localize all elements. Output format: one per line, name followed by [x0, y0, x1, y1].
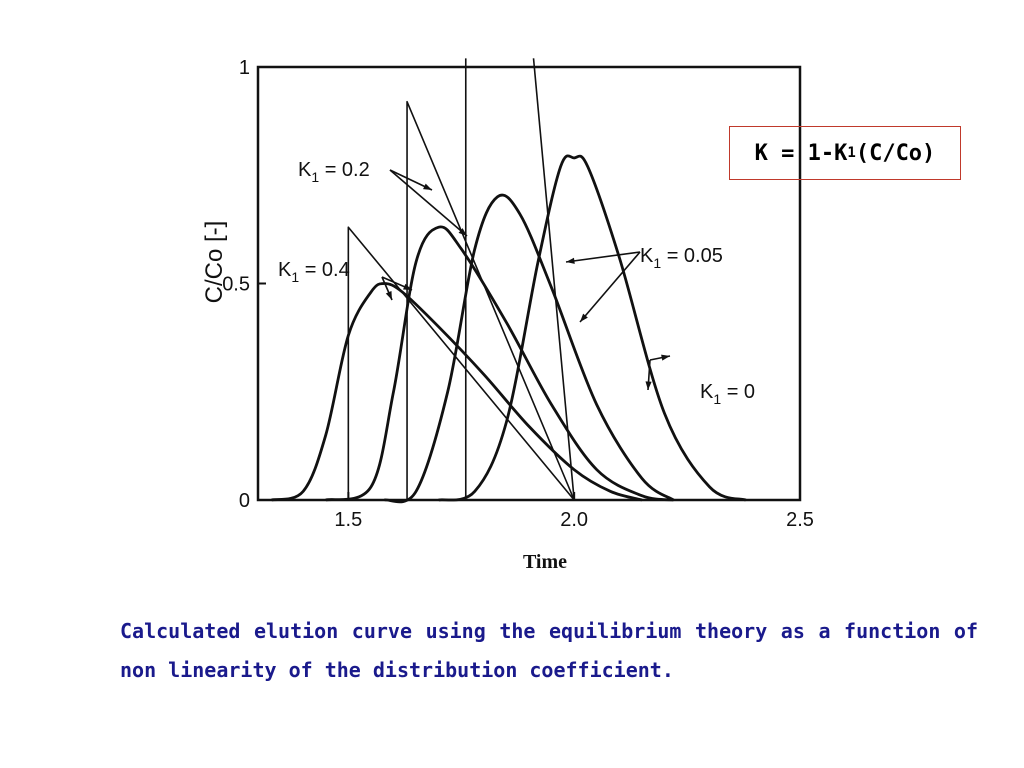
- leader-arrowhead: [403, 283, 412, 290]
- series-line-k1-0-4-equilibrium: [347, 226, 575, 501]
- formula-subscript: 1: [847, 145, 856, 161]
- x-tick-label: 2.5: [786, 509, 814, 531]
- formula-prefix: K = 1-K: [754, 140, 848, 166]
- series-line-k1-0-2-equilibrium: [406, 100, 575, 501]
- tick-labels: 1.5 2.0 2.5 0 0.5 1: [222, 57, 814, 531]
- series-labels: K1 = 0.4 K1 = 0.2 K1 = 0.05 K1 = 0: [278, 159, 755, 407]
- formula-box: K = 1-K 1 (C/Co): [729, 126, 961, 180]
- leader-arrowhead: [566, 257, 575, 264]
- series-label-k1-0-05: K1 = 0.05: [640, 245, 723, 271]
- series-line-k1-0-4-calculated: [271, 282, 643, 502]
- leader-arrowhead: [580, 313, 588, 322]
- y-tick-label: 0.5: [222, 274, 250, 296]
- series-label-k1-0: K1 = 0: [700, 381, 755, 407]
- y-tick-label: 1: [239, 57, 250, 79]
- series-line-k1-0-equilibrium: [532, 58, 575, 501]
- series-label-k1-0-4: K1 = 0.4: [278, 259, 350, 285]
- formula-suffix: (C/Co): [855, 140, 936, 166]
- series-label-k1-0-2: K1 = 0.2: [298, 159, 370, 185]
- leader-arrowhead: [645, 381, 652, 390]
- y-axis-label: C/Co [-]: [201, 221, 228, 304]
- x-axis-label: Time: [523, 551, 567, 573]
- y-tick-label: 0: [239, 490, 250, 512]
- leader-arrowhead: [661, 354, 670, 361]
- series-line-k1-0-2-calculated: [325, 225, 674, 502]
- x-tick-label: 1.5: [334, 509, 362, 531]
- series-group: [271, 58, 747, 504]
- leader-line: [565, 251, 641, 263]
- axes: [256, 65, 802, 502]
- series-line-k1-0-calculated: [438, 154, 747, 502]
- leader-line: [389, 169, 468, 237]
- figure-caption: Calculated elution curve using the equil…: [120, 619, 978, 682]
- leader-arrowhead: [423, 183, 432, 190]
- elution-chart: K1 = 0.4 K1 = 0.2 K1 = 0.05 K1 = 0 1.5 2.0 2.…: [201, 57, 814, 573]
- leader-arrowhead: [458, 228, 467, 236]
- leader-line: [579, 251, 641, 323]
- x-tick-label: 2.0: [560, 509, 588, 531]
- plot-frame: [256, 65, 802, 502]
- leader-arrowhead: [385, 291, 392, 300]
- series-line-k1-0-05-calculated: [384, 193, 675, 504]
